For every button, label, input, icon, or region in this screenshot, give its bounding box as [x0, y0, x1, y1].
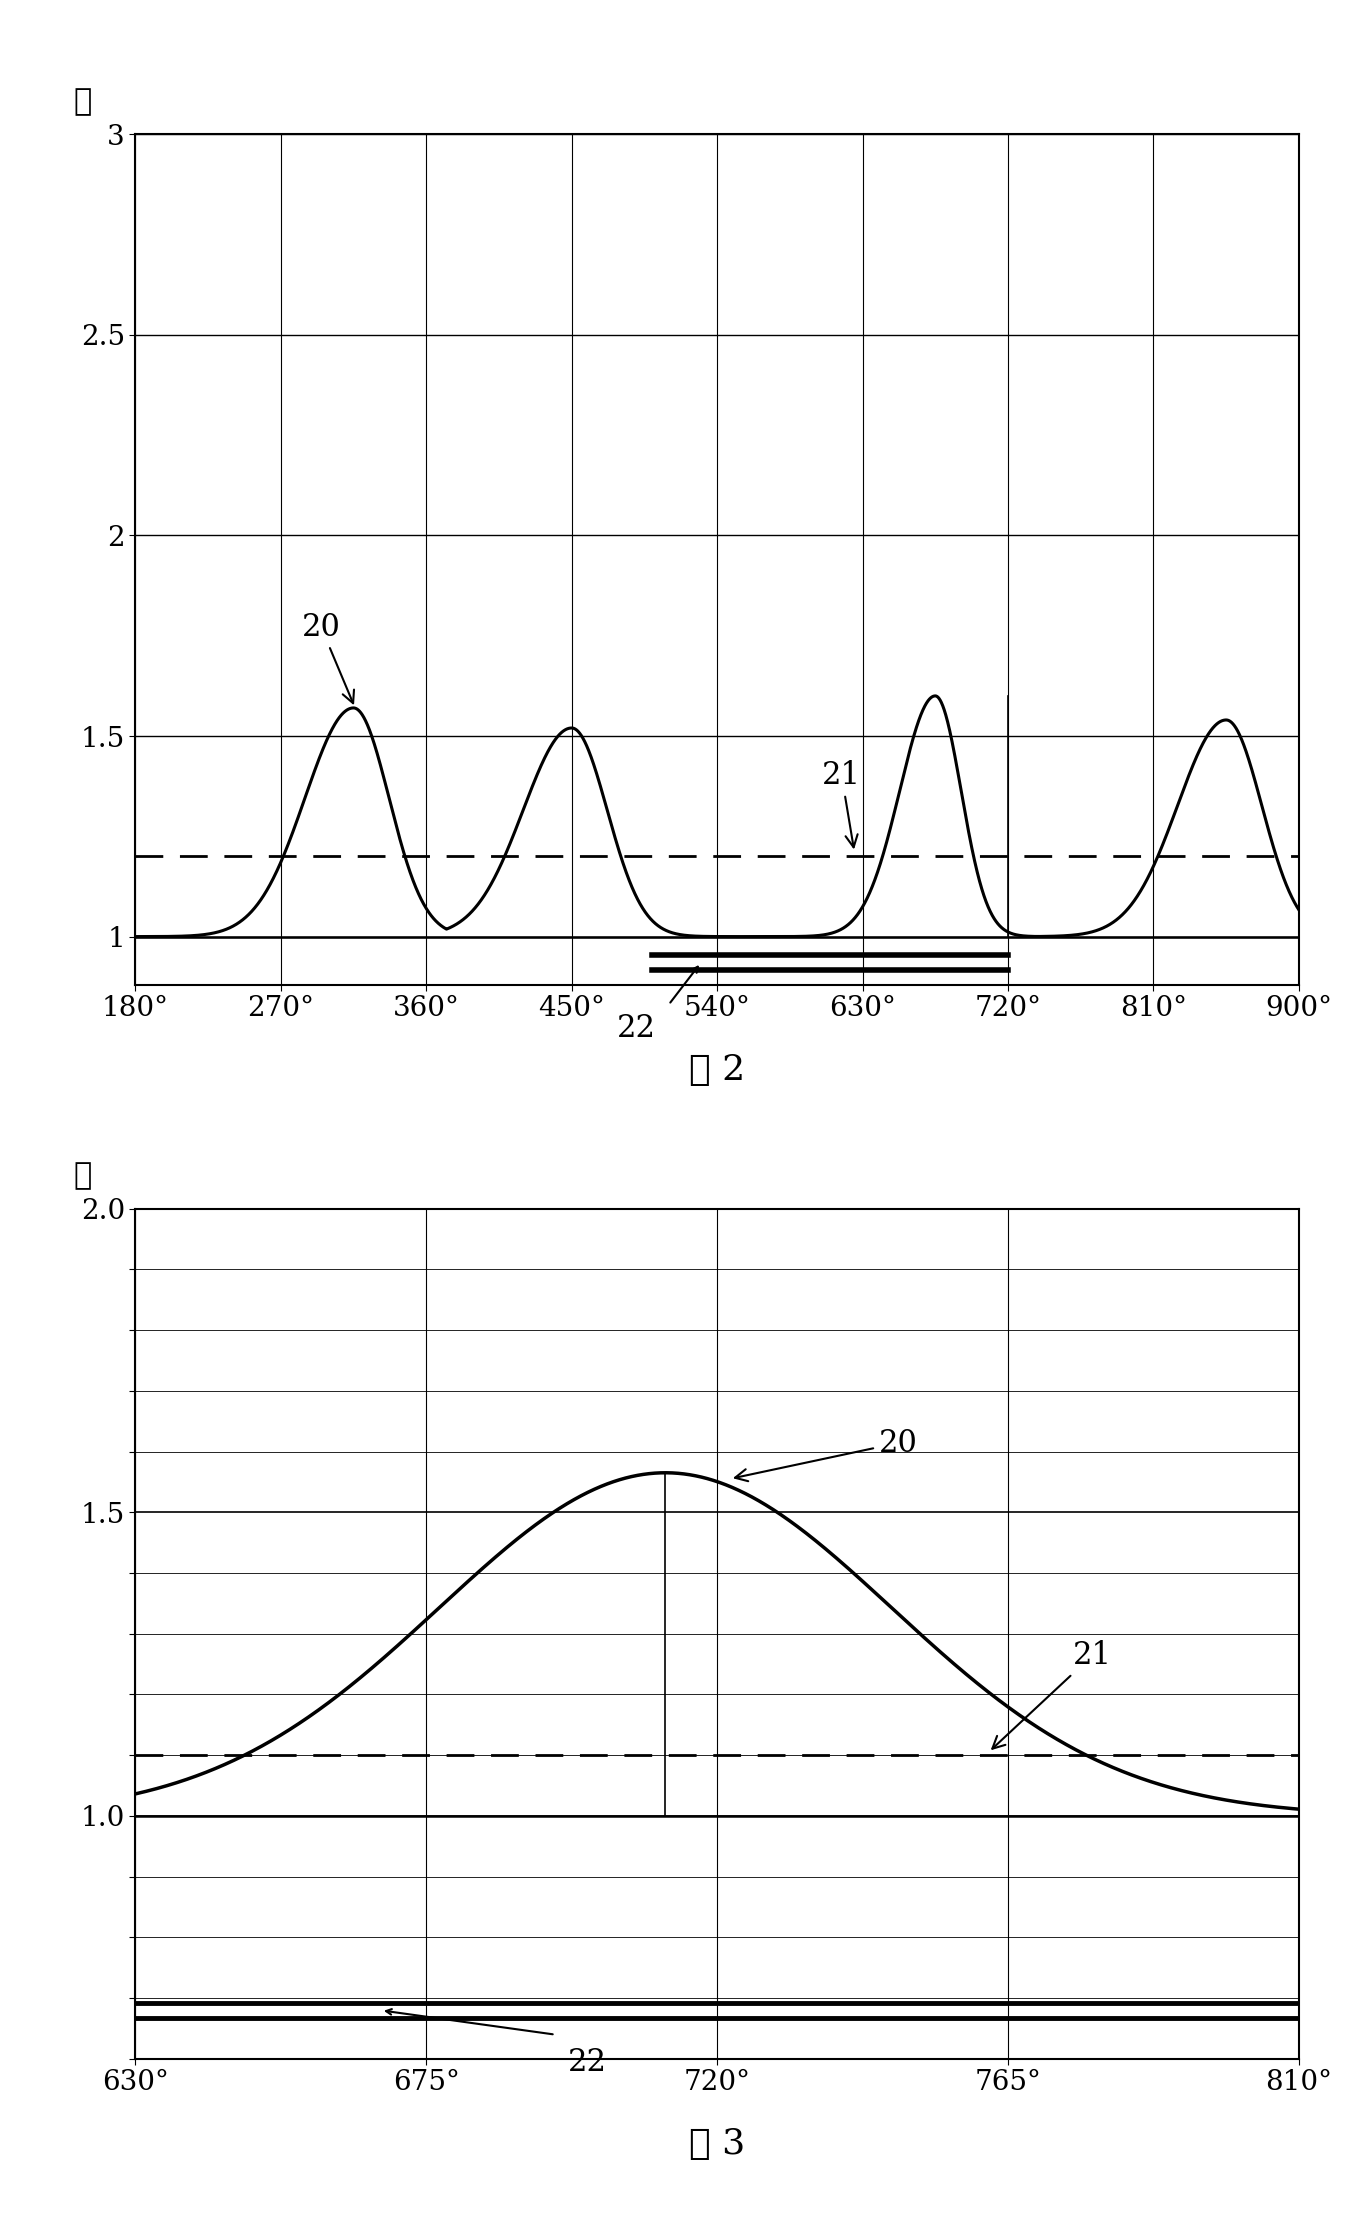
- Text: 20: 20: [735, 1428, 917, 1482]
- Text: 22: 22: [617, 1014, 656, 1043]
- Text: 21: 21: [992, 1640, 1112, 1748]
- Text: 巴: 巴: [74, 1162, 92, 1191]
- Text: 图 3: 图 3: [689, 2126, 746, 2162]
- Text: 图 2: 图 2: [689, 1052, 746, 1088]
- Text: 21: 21: [823, 761, 861, 848]
- Text: 22: 22: [568, 2048, 607, 2077]
- Text: 20: 20: [302, 611, 354, 703]
- Text: 巴: 巴: [74, 87, 92, 116]
